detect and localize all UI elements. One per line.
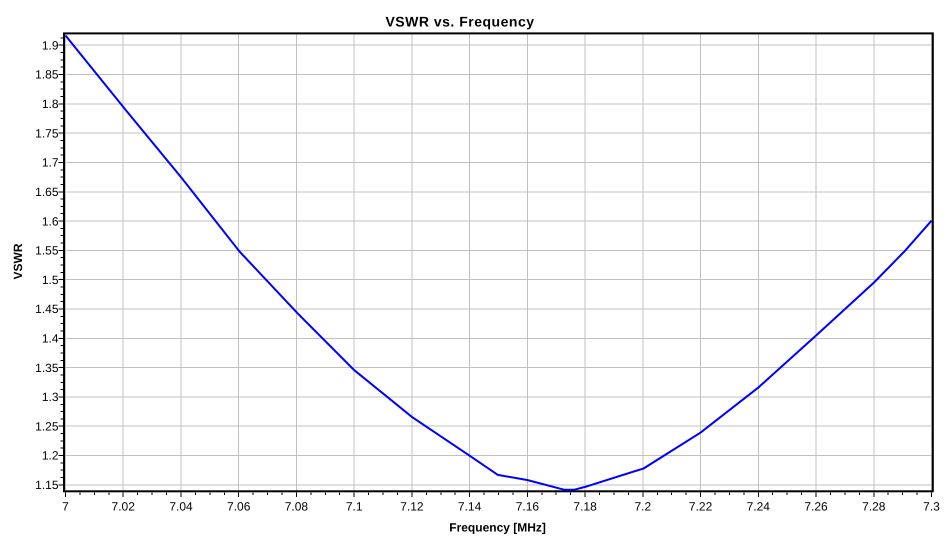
svg-text:7: 7 bbox=[62, 500, 69, 514]
svg-text:1.35: 1.35 bbox=[35, 361, 59, 375]
svg-text:1.4: 1.4 bbox=[42, 332, 59, 346]
svg-text:1.7: 1.7 bbox=[42, 156, 59, 170]
svg-text:7.14: 7.14 bbox=[458, 500, 482, 514]
svg-text:1.5: 1.5 bbox=[42, 273, 59, 287]
svg-text:1.8: 1.8 bbox=[42, 97, 59, 111]
svg-text:1.25: 1.25 bbox=[35, 419, 59, 433]
svg-text:7.08: 7.08 bbox=[285, 500, 309, 514]
svg-text:1.15: 1.15 bbox=[35, 478, 59, 492]
svg-text:1.9: 1.9 bbox=[42, 38, 59, 52]
svg-text:7.12: 7.12 bbox=[400, 500, 424, 514]
svg-text:VSWR: VSWR bbox=[11, 243, 25, 279]
svg-text:7.3: 7.3 bbox=[923, 500, 940, 514]
svg-text:7.18: 7.18 bbox=[573, 500, 597, 514]
svg-text:7.04: 7.04 bbox=[169, 500, 193, 514]
svg-text:1.2: 1.2 bbox=[42, 449, 59, 463]
svg-text:7.06: 7.06 bbox=[227, 500, 251, 514]
svg-text:1.6: 1.6 bbox=[42, 214, 59, 228]
svg-text:7.28: 7.28 bbox=[862, 500, 886, 514]
svg-text:7.1: 7.1 bbox=[346, 500, 363, 514]
svg-text:7.22: 7.22 bbox=[689, 500, 713, 514]
svg-text:1.75: 1.75 bbox=[35, 126, 59, 140]
svg-text:7.24: 7.24 bbox=[747, 500, 771, 514]
svg-text:1.45: 1.45 bbox=[35, 302, 59, 316]
svg-text:1.3: 1.3 bbox=[42, 390, 59, 404]
svg-text:Frequency [MHz]: Frequency [MHz] bbox=[449, 521, 546, 535]
svg-text:1.55: 1.55 bbox=[35, 244, 59, 258]
svg-text:1.65: 1.65 bbox=[35, 185, 59, 199]
svg-text:VSWR vs. Frequency: VSWR vs. Frequency bbox=[385, 14, 534, 30]
svg-text:7.26: 7.26 bbox=[804, 500, 828, 514]
svg-text:1.85: 1.85 bbox=[35, 68, 59, 82]
svg-text:7.16: 7.16 bbox=[516, 500, 540, 514]
svg-text:7.02: 7.02 bbox=[112, 500, 136, 514]
svg-text:7.2: 7.2 bbox=[634, 500, 651, 514]
